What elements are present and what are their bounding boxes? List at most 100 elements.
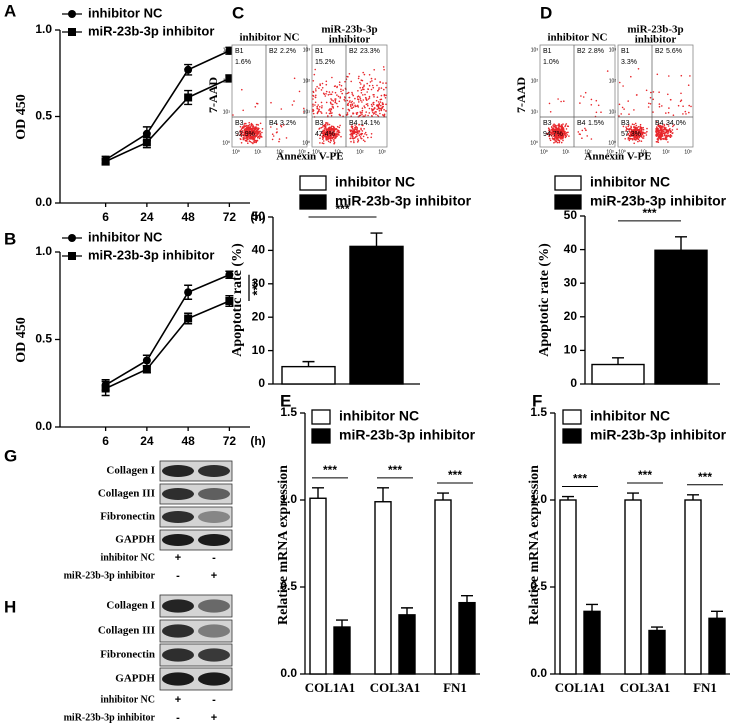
legend-swatch: [562, 409, 582, 425]
event-dot: [377, 106, 380, 109]
event-dot: [368, 112, 371, 114]
event-dot: [293, 77, 296, 80]
event-dot: [324, 132, 327, 135]
legend-label: miR-23b-3p inhibitor: [590, 193, 727, 209]
event-dot: [314, 104, 316, 106]
event-dot: [554, 141, 556, 143]
event-dot: [547, 127, 550, 129]
error-bar: [401, 607, 413, 615]
event-dot: [357, 139, 360, 142]
event-dot: [368, 84, 371, 87]
event-dot: [250, 125, 252, 127]
marker: [142, 365, 151, 374]
band: [162, 624, 194, 638]
event-dot: [637, 68, 640, 70]
event-dot: [358, 75, 360, 78]
bar: [349, 245, 404, 385]
event-dot: [366, 82, 369, 85]
band: [198, 488, 230, 500]
event-dot: [364, 106, 366, 109]
event-dot: [325, 101, 328, 104]
event-dot: [565, 123, 568, 125]
plot-title: inhibitor: [635, 34, 677, 46]
event-dot: [634, 122, 637, 125]
event-dot: [671, 129, 674, 131]
event-dot: [312, 80, 315, 82]
marker: [184, 314, 193, 323]
marker: [184, 65, 193, 74]
event-dot: [373, 69, 376, 71]
event-dot: [354, 124, 356, 126]
event-dot: [640, 140, 643, 142]
event-dot: [325, 131, 328, 133]
event-dot: [595, 99, 598, 102]
event-dot: [635, 124, 638, 127]
y-tick-label: 1.0: [35, 22, 52, 36]
event-dot: [255, 126, 257, 128]
event-dot: [351, 124, 353, 126]
event-dot: [314, 88, 317, 90]
event-dot: [257, 131, 259, 134]
band-label: Fibronectin: [100, 649, 155, 661]
event-dot: [566, 134, 568, 136]
event-dot: [555, 134, 557, 136]
event-dot: [249, 140, 252, 143]
event-dot: [255, 135, 257, 137]
event-dot: [323, 129, 326, 132]
event-dot: [350, 132, 353, 134]
event-dot: [261, 128, 264, 130]
event-dot: [323, 128, 326, 130]
marker: [68, 10, 76, 18]
event-dot: [688, 111, 690, 114]
event-dot: [658, 137, 661, 139]
event-dot: [365, 111, 368, 113]
event-dot: [361, 107, 364, 109]
significance: ***: [249, 279, 264, 295]
event-dot: [636, 127, 638, 129]
event-dot: [643, 135, 645, 137]
event-dot: [312, 98, 314, 100]
event-dot: [633, 137, 636, 139]
bar: [333, 626, 351, 675]
event-dot: [372, 101, 375, 104]
event-dot: [680, 92, 682, 95]
x-tick-label: FN1: [443, 680, 467, 695]
quadrant-name: B4: [269, 120, 278, 127]
event-dot: [339, 124, 341, 127]
event-dot: [672, 132, 674, 134]
event-dot: [335, 128, 338, 130]
event-dot: [240, 135, 243, 138]
band-label: Collagen III: [98, 488, 155, 500]
event-dot: [239, 125, 242, 128]
y-tick-label: 30: [564, 275, 578, 289]
event-dot: [347, 102, 350, 105]
band-label: Collagen III: [98, 625, 155, 637]
band: [198, 672, 230, 686]
event-dot: [555, 128, 557, 130]
event-dot: [338, 100, 341, 103]
event-dot: [334, 91, 337, 94]
event-dot: [590, 138, 593, 140]
event-dot: [321, 131, 324, 133]
event-dot: [334, 99, 337, 102]
y-tick-label: 30: [252, 276, 266, 290]
y-axis-title: Relative mRNA expression: [527, 465, 542, 625]
event-dot: [552, 127, 554, 130]
event-dot: [239, 138, 242, 140]
quadrant-value: 3.2%: [280, 120, 296, 127]
event-dot: [562, 138, 564, 140]
event-dot: [359, 96, 361, 98]
panel-label: F: [532, 391, 542, 410]
event-dot: [380, 107, 383, 110]
event-dot: [359, 98, 362, 100]
event-dot: [627, 132, 630, 135]
condition-sign: -: [212, 552, 216, 564]
event-dot: [355, 125, 357, 128]
event-dot: [351, 127, 354, 130]
event-dot: [376, 108, 379, 110]
marker: [225, 270, 234, 279]
x-tick-label: 10³: [606, 149, 614, 155]
event-dot: [682, 105, 684, 107]
event-dot: [673, 124, 675, 126]
event-dot: [657, 131, 660, 133]
